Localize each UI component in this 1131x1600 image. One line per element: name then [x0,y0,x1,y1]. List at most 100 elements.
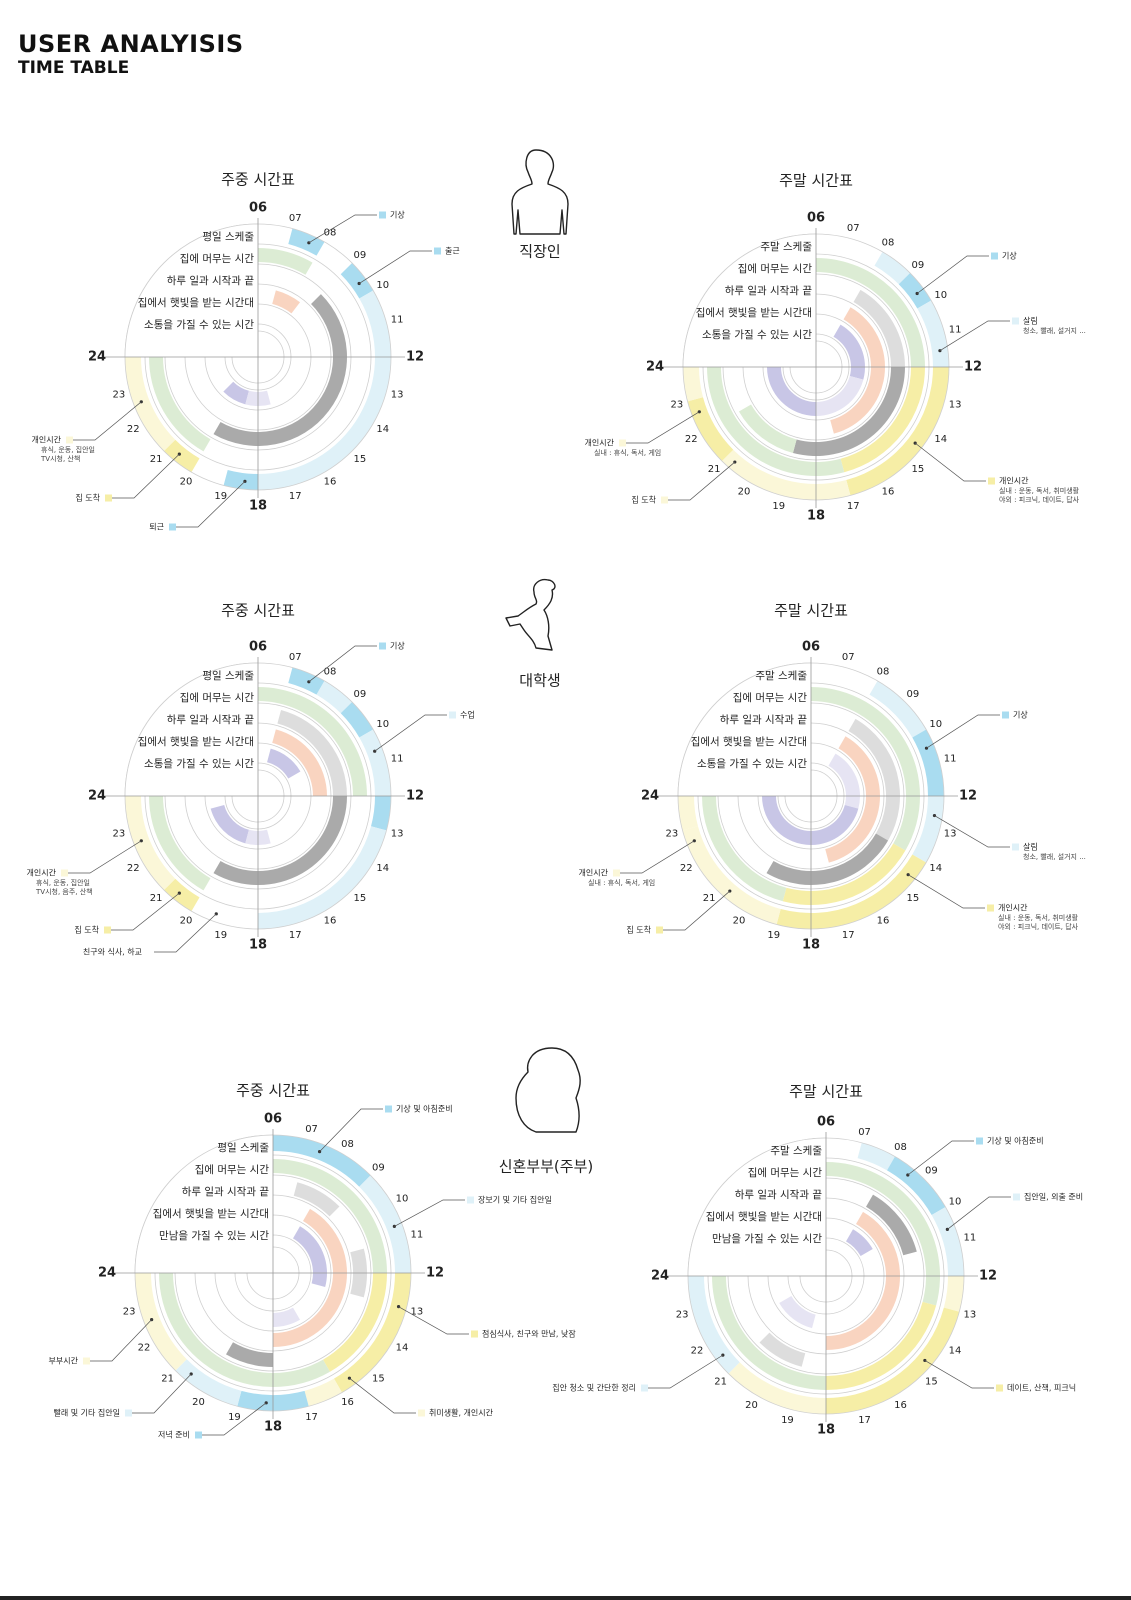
callout-line [947,1196,1011,1230]
callout-label: 기상 [390,210,405,220]
callout-swatch [1012,317,1019,325]
hour-label: 17 [842,930,855,941]
callout-swatch [467,1196,474,1204]
ring-label: 집에 머무는 시간 [180,253,255,265]
callout-label: 출근 [445,246,460,256]
hour-label: 19 [214,930,227,941]
hour-label: 18 [807,509,825,524]
callout-label: 취미생활, 개인시간 [429,1408,494,1418]
ring-label: 집에 머무는 시간 [195,1164,270,1176]
callout-label: 기상 [390,641,405,651]
hour-label: 23 [666,828,679,839]
hour-label: 11 [944,754,957,765]
hour-label: 21 [708,464,721,475]
outer-arc [124,223,259,358]
hour-label: 24 [641,789,659,804]
hour-label: 18 [249,499,267,514]
hour-label: 23 [113,389,126,400]
time-segment [811,687,921,851]
housewife-silhouette-icon [515,1047,581,1133]
page-title: USER ANALYISIS [18,30,244,58]
hour-label: 24 [98,1266,116,1281]
callout-label: 빨래 및 기타 집안일 [53,1408,120,1418]
hour-label: 12 [426,1266,444,1281]
callout-label: 친구와 식사, 하교 [83,947,142,957]
time-segment [848,718,900,841]
hour-label: 17 [305,1412,318,1423]
time-segment [874,251,911,285]
hour-label: 15 [906,893,919,904]
callout-line [73,401,142,441]
callout-line [112,453,180,499]
hour-label: 14 [929,863,942,874]
hour-label: 22 [127,863,140,874]
outer-arc [124,662,259,797]
hour-label: 15 [353,893,366,904]
callout-swatch [641,1384,648,1392]
hour-label: 24 [646,360,664,375]
hour-label: 16 [324,477,337,488]
time-segment [816,258,925,367]
hour-label: 07 [289,213,302,224]
hour-label: 18 [249,938,267,953]
time-segment [840,367,925,473]
time-segment [340,262,374,299]
time-segment [304,1378,342,1407]
header: USER ANALYISIS TIME TABLE [18,30,244,78]
callout-swatch [1002,711,1009,719]
ring-label: 집에 머무는 시간 [180,692,255,704]
callout-swatch [169,523,176,531]
hour-label: 09 [372,1163,385,1174]
hour-label: 23 [676,1310,689,1321]
hour-label: 07 [842,652,855,663]
hour-label: 15 [925,1376,938,1387]
hour-label: 10 [929,719,942,730]
callout-line [663,890,731,931]
time-segment [682,826,781,925]
time-segment [334,1273,411,1393]
callout-label: 데이트, 산책, 피크닉 [1007,1383,1076,1393]
hour-label: 13 [391,828,404,839]
time-segment [846,367,949,496]
callout-line [934,815,1010,848]
chart-title: 주중 시간표 [221,602,295,620]
callout-sub: 청소, 빨래, 설거지 ... [1023,326,1086,335]
page-subtitle: TIME TABLE [18,58,130,78]
hour-label: 11 [964,1232,977,1243]
callout-swatch [976,1137,983,1145]
ring-label: 소통을 가질 수 있는 시간 [144,758,254,770]
time-segment [828,753,860,809]
hour-label: 22 [127,424,140,435]
hour-label: 11 [391,315,404,326]
hour-label: 20 [733,916,746,927]
hour-label: 09 [906,689,919,700]
time-segment [866,1194,917,1256]
time-segment [759,1332,806,1367]
time-segment [149,796,211,891]
time-segment [277,710,347,796]
chart-title: 주말 시간표 [779,172,853,190]
ring-label: 평일 스케줄 [202,669,254,682]
callout-label: 집 도착 [75,493,100,503]
time-segment [869,680,927,738]
ring-label: 집에 머무는 시간 [733,692,808,704]
callout-label: 저녁 준비 [158,1431,190,1440]
time-segment [258,290,391,490]
hour-label: 06 [802,640,820,655]
hour-label: 11 [391,754,404,765]
time-segment [163,439,200,473]
callout-label: 부부시간 [49,1356,79,1366]
callout-label: 개인시간 [32,435,62,445]
time-segment [272,729,327,796]
hour-label: 12 [959,789,977,804]
callout-label: 장보기 및 기타 집안일 [478,1195,552,1205]
time-segment [792,367,905,457]
ring-label: 집에서 햇빛을 받는 시간대 [696,307,812,319]
callout-sub: 휴식, 운동, 집안일 [41,445,95,454]
chart-title: 주중 시간표 [221,171,295,189]
time-segment [826,1301,937,1390]
time-segment [163,878,200,912]
hour-label: 19 [772,501,785,512]
